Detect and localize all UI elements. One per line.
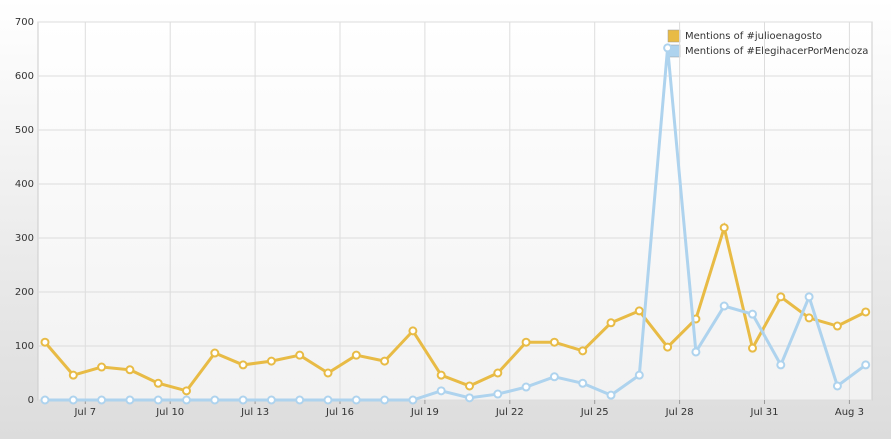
x-tick-label: Jul 13 xyxy=(240,407,269,418)
data-point xyxy=(125,365,135,375)
data-point xyxy=(493,389,503,399)
series-line xyxy=(45,47,867,402)
data-point xyxy=(408,395,418,405)
legend-swatch xyxy=(667,29,681,43)
legend-label: Mentions of #julioenagosto xyxy=(685,31,822,42)
data-point xyxy=(182,386,191,396)
data-point xyxy=(804,292,814,302)
y-tick-label: 500 xyxy=(15,125,34,136)
data-point xyxy=(40,337,50,347)
data-point xyxy=(521,382,531,392)
x-tick-label: Jul 16 xyxy=(325,407,354,418)
data-point xyxy=(832,321,842,331)
data-point xyxy=(97,395,107,405)
data-point xyxy=(97,362,107,372)
data-point xyxy=(436,386,446,396)
data-point xyxy=(634,370,644,380)
data-point xyxy=(210,395,220,405)
data-point xyxy=(549,372,559,382)
data-point xyxy=(663,342,673,352)
data-point xyxy=(578,378,588,388)
y-tick-label: 0 xyxy=(28,395,34,406)
x-tick-label: Jul 28 xyxy=(665,407,694,418)
data-point xyxy=(804,313,814,323)
plot-area xyxy=(37,21,873,401)
data-point xyxy=(663,43,673,53)
data-point xyxy=(465,393,474,403)
data-point xyxy=(776,292,786,302)
data-point xyxy=(68,370,78,380)
data-point xyxy=(606,390,616,400)
data-point xyxy=(691,347,701,357)
data-point xyxy=(578,346,588,356)
data-point xyxy=(634,306,644,316)
data-point xyxy=(210,348,220,358)
x-tick-label: Jul 10 xyxy=(155,407,184,418)
data-point xyxy=(238,360,248,370)
data-point xyxy=(748,309,757,319)
data-point xyxy=(153,395,163,405)
data-point xyxy=(493,368,503,378)
data-point xyxy=(238,395,248,405)
data-point xyxy=(40,395,50,405)
y-tick-label: 600 xyxy=(15,71,34,82)
data-point xyxy=(125,395,135,405)
x-tick-label: Jul 25 xyxy=(580,407,609,418)
data-point xyxy=(465,381,474,391)
data-point xyxy=(295,350,305,360)
data-point xyxy=(549,337,559,347)
data-point xyxy=(436,370,446,380)
data-point xyxy=(861,307,871,317)
data-point xyxy=(68,395,78,405)
y-tick-label: 200 xyxy=(15,287,34,298)
data-point xyxy=(380,395,390,405)
data-point xyxy=(776,360,786,370)
y-tick-label: 700 xyxy=(15,17,34,28)
data-point xyxy=(182,395,191,405)
x-tick-label: Jul 31 xyxy=(750,407,779,418)
data-point xyxy=(295,395,305,405)
data-point xyxy=(719,223,729,233)
data-point xyxy=(832,381,842,391)
data-point xyxy=(748,343,757,353)
y-tick-label: 100 xyxy=(15,341,34,352)
series-line xyxy=(43,222,867,393)
x-tick-label: Jul 7 xyxy=(73,407,96,418)
y-tick-label: 400 xyxy=(15,179,34,190)
data-point xyxy=(380,356,390,366)
legend-label: Mentions of #ElegihacerPorMendoza xyxy=(685,46,868,57)
data-point xyxy=(266,356,276,366)
data-point xyxy=(408,326,418,336)
data-point xyxy=(351,395,361,405)
data-point xyxy=(153,378,163,388)
y-tick-label: 300 xyxy=(15,233,34,244)
x-tick-label: Jul 19 xyxy=(410,407,439,418)
data-point xyxy=(861,360,871,370)
data-point xyxy=(323,395,333,405)
data-point xyxy=(606,318,616,328)
data-point xyxy=(521,337,531,347)
data-point xyxy=(719,301,729,311)
x-tick-label: Jul 22 xyxy=(495,407,524,418)
data-point xyxy=(266,395,276,405)
data-point xyxy=(323,368,333,378)
x-tick-label: Aug 3 xyxy=(835,407,864,418)
data-point xyxy=(351,350,361,360)
